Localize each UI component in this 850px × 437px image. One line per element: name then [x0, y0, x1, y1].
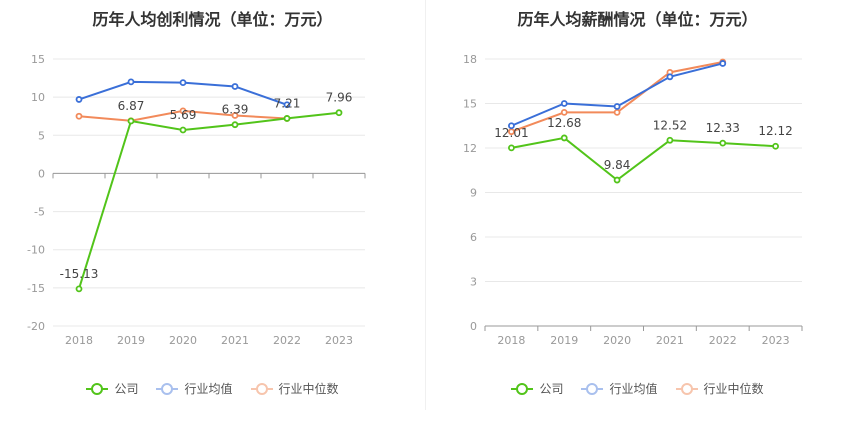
y-tick-label: 9	[470, 187, 477, 200]
y-tick-label: 3	[470, 276, 477, 289]
legend-item-industry-avg[interactable]: 行业均值	[156, 380, 233, 397]
profit-per-capita-chart: 15 10 5 0 -5 -10 -15 -20 2018 2019 2020 2021 2022 202…	[27, 53, 366, 347]
data-label: 12.01	[494, 126, 528, 140]
y-tick-label: -15	[27, 282, 45, 295]
legend-item-company[interactable]: 公司	[86, 380, 138, 397]
chart-title: 历年人均创利情况（单位：万元）	[92, 10, 333, 29]
x-tick-label: 2023	[762, 334, 790, 347]
y-tick-label: -20	[27, 320, 45, 333]
legend-marker-icon	[511, 382, 534, 395]
x-tick-label: 2022	[709, 334, 737, 347]
data-point-industry-avg	[613, 103, 621, 110]
data-label: 12.33	[706, 121, 740, 135]
data-point-industry-avg	[127, 78, 135, 86]
data-point-industry-avg	[560, 100, 568, 107]
y-tick-label: 12	[463, 142, 477, 155]
chart-legend: 公司 行业均值 行业中位数	[0, 380, 425, 397]
series-line-company	[78, 111, 340, 290]
y-tick-label: 15	[31, 53, 45, 66]
data-point-company	[127, 117, 135, 125]
y-tick-label: 18	[463, 53, 477, 66]
data-point-industry-avg	[666, 73, 674, 81]
data-point-company	[231, 121, 239, 129]
legend-label: 行业中位数	[703, 382, 764, 396]
y-tick-label: 15	[463, 98, 477, 111]
data-point-company	[613, 176, 621, 184]
x-tick-label: 2018	[65, 334, 93, 347]
data-point-company	[283, 115, 291, 122]
data-point-company	[666, 136, 674, 144]
data-point-industry-avg	[283, 101, 291, 109]
x-tick-label: 2018	[497, 334, 525, 347]
y-tick-label: 0	[470, 320, 477, 333]
data-label: 7.96	[326, 91, 353, 105]
legend-label: 公司	[114, 382, 139, 396]
data-point-company	[335, 109, 343, 117]
data-point-industry-avg	[231, 83, 239, 90]
data-label: 7.21	[274, 96, 301, 110]
data-point-industry-median	[560, 109, 568, 116]
data-point-industry-median	[179, 107, 187, 115]
salary-per-capita-chart: 18 15 12 9 6 3 0 2018 2019 2020 2021 2022 2023 12.01 1…	[463, 53, 803, 347]
y-tick-label: 5	[38, 129, 45, 142]
series-line-company	[511, 136, 776, 182]
y-tick-label: 6	[470, 231, 477, 244]
data-point-company	[719, 139, 727, 147]
data-point-company	[75, 285, 83, 293]
data-point-industry-avg	[719, 60, 727, 67]
x-tick-label: 2020	[603, 334, 631, 347]
data-point-industry-median	[613, 109, 621, 116]
panel-divider	[425, 0, 426, 410]
x-tick-label: 2019	[117, 334, 145, 347]
legend-label: 行业均值	[609, 382, 658, 396]
legend-marker-icon	[156, 382, 179, 395]
x-tick-label: 2021	[656, 334, 684, 347]
data-point-company	[508, 144, 515, 152]
x-tick-label: 2021	[221, 334, 249, 347]
x-tick-label: 2020	[169, 334, 197, 347]
data-point-industry-median	[231, 112, 239, 119]
data-point-company	[560, 134, 568, 142]
y-tick-label: 0	[38, 167, 45, 180]
legend-label: 行业中位数	[278, 382, 339, 396]
data-label: 6.87	[118, 99, 145, 113]
y-tick-label: -10	[27, 244, 45, 257]
data-point-industry-median	[508, 128, 515, 136]
legend-item-industry-avg[interactable]: 行业均值	[581, 380, 658, 397]
data-label: 12.12	[758, 124, 792, 138]
x-tick-label: 2022	[273, 334, 301, 347]
data-point-company	[772, 142, 779, 150]
salary-per-capita-chart-panel: 历年人均薪酬情况（单位：万元） 18 15 12 9 6 3 0 2018 2019 2020 20…	[425, 0, 850, 437]
data-point-industry-avg	[75, 96, 83, 103]
legend-item-industry-median[interactable]: 行业中位数	[675, 380, 764, 397]
data-label: 9.84	[604, 158, 631, 172]
legend-item-company[interactable]: 公司	[511, 380, 563, 397]
data-label: 12.68	[547, 116, 581, 130]
series-line-industry-avg	[511, 62, 723, 127]
chart-legend: 公司 行业均值 行业中位数	[425, 380, 850, 397]
data-point-company	[179, 126, 187, 134]
data-label: -15.13	[60, 267, 99, 281]
y-tick-label: -5	[34, 206, 45, 219]
data-label: 6.39	[222, 103, 249, 117]
y-tick-label: 10	[31, 91, 45, 104]
data-point-industry-avg	[508, 122, 515, 130]
legend-marker-icon	[675, 382, 698, 395]
profit-per-capita-chart-panel: 历年人均创利情况（单位：万元） 15 10 5 0 -5 -10 -15 -20 2018 201…	[0, 10, 425, 397]
legend-label: 行业均值	[184, 382, 233, 396]
chart-title: 历年人均薪酬情况（单位：万元）	[517, 10, 758, 29]
x-tick-label: 2023	[325, 334, 353, 347]
legend-label: 公司	[539, 382, 564, 396]
x-tick-label: 2019	[550, 334, 578, 347]
data-point-industry-avg	[179, 79, 187, 87]
legend-marker-icon	[581, 382, 604, 395]
legend-marker-icon	[250, 382, 273, 395]
legend-item-industry-median[interactable]: 行业中位数	[250, 380, 339, 397]
data-label: 5.69	[170, 108, 197, 122]
legend-marker-icon	[86, 382, 109, 395]
data-point-industry-median	[75, 112, 83, 120]
data-label: 12.52	[653, 118, 687, 132]
